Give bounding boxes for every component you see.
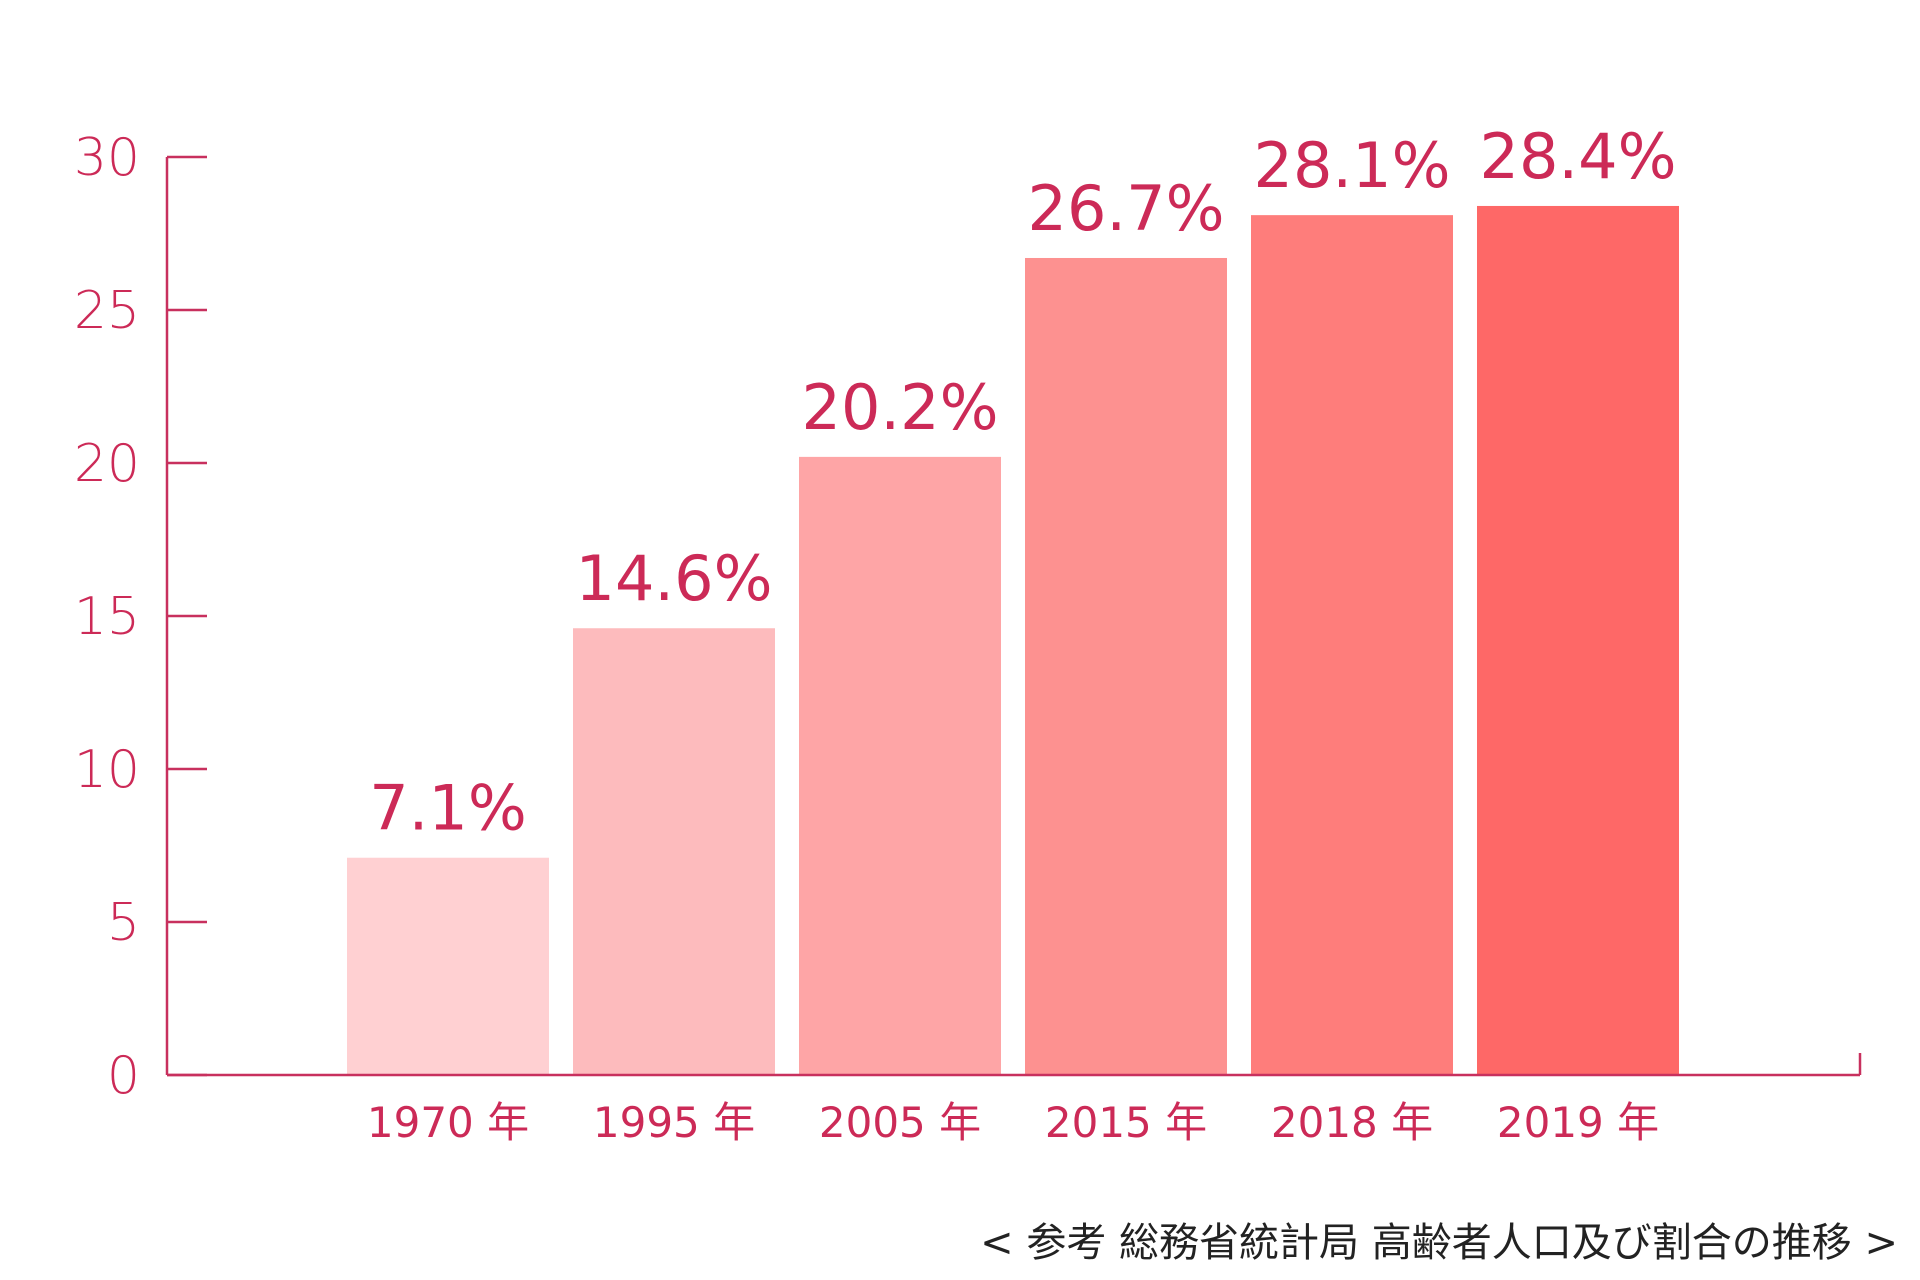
x-tick-label: 2019 年 — [1497, 1098, 1659, 1147]
data-label: 26.7% — [1028, 172, 1225, 245]
y-tick-label: 20 — [74, 434, 140, 494]
axes — [165, 157, 1862, 1077]
y-tick-label: 10 — [74, 740, 140, 800]
y-tick-label: 0 — [107, 1046, 140, 1106]
data-label: 28.4% — [1480, 120, 1677, 193]
x-tick-label: 1970 年 — [367, 1098, 529, 1147]
x-tick-label: 1995 年 — [593, 1098, 755, 1147]
y-axis-ticks: 0 5 10 15 20 25 30 — [74, 128, 207, 1106]
x-tick-label: 2005 年 — [819, 1098, 981, 1147]
x-tick-label: 2018 年 — [1271, 1098, 1433, 1147]
x-axis-labels: 1970 年 1995 年 2005 年 2015 年 2018 年 2019 年 — [367, 1098, 1659, 1147]
data-label: 14.6% — [576, 542, 773, 615]
y-tick-label: 15 — [74, 587, 140, 647]
bar — [1251, 215, 1453, 1075]
source-note: < 参考 総務省統計局 高齢者人口及び割合の推移 > — [980, 1220, 1898, 1266]
data-labels: 7.1% 14.6% 20.2% 26.7% 28.1% 28.4% — [369, 120, 1676, 845]
bar — [799, 456, 1001, 1075]
bar — [347, 857, 549, 1075]
bar — [1477, 205, 1679, 1075]
data-label: 28.1% — [1254, 129, 1451, 202]
bar — [1025, 257, 1227, 1076]
bars — [347, 205, 1679, 1076]
data-label: 7.1% — [369, 772, 527, 845]
y-tick-label: 30 — [74, 128, 140, 188]
y-tick-label: 25 — [74, 281, 140, 341]
x-tick-label: 2015 年 — [1045, 1098, 1207, 1147]
y-tick-label: 5 — [107, 893, 140, 953]
bar — [573, 628, 775, 1075]
data-label: 20.2% — [802, 371, 999, 444]
